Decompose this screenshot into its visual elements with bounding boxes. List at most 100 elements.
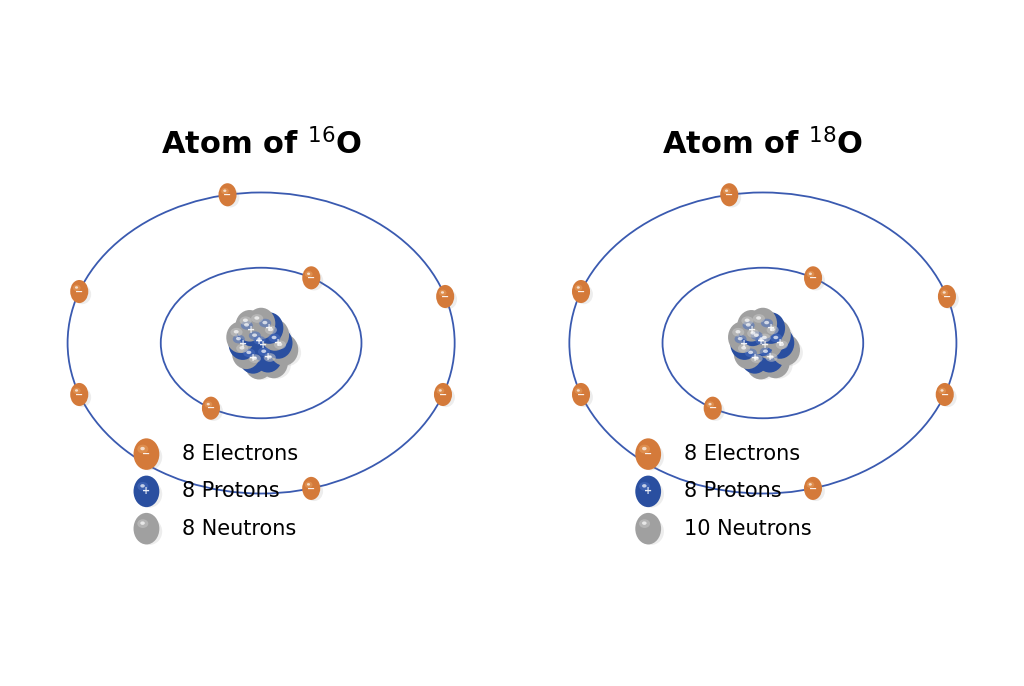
Ellipse shape xyxy=(226,322,255,353)
Text: −: − xyxy=(644,449,652,459)
Ellipse shape xyxy=(75,286,78,289)
Ellipse shape xyxy=(642,484,646,488)
Ellipse shape xyxy=(766,327,795,359)
Ellipse shape xyxy=(744,348,757,357)
Ellipse shape xyxy=(574,285,593,304)
Ellipse shape xyxy=(307,483,310,486)
Ellipse shape xyxy=(439,289,446,296)
Ellipse shape xyxy=(267,355,272,359)
Text: −: − xyxy=(207,403,215,413)
Ellipse shape xyxy=(577,389,580,392)
Ellipse shape xyxy=(809,483,812,486)
Text: −: − xyxy=(577,390,585,399)
Ellipse shape xyxy=(809,272,812,275)
Ellipse shape xyxy=(749,308,777,340)
Ellipse shape xyxy=(804,477,822,500)
Text: +: + xyxy=(255,335,263,346)
Text: 8 Protons: 8 Protons xyxy=(684,482,781,501)
Ellipse shape xyxy=(305,271,312,277)
Text: −: − xyxy=(307,273,315,283)
Ellipse shape xyxy=(770,333,782,342)
Ellipse shape xyxy=(434,383,452,406)
Ellipse shape xyxy=(639,445,650,453)
Ellipse shape xyxy=(243,318,248,322)
Ellipse shape xyxy=(756,316,761,320)
Ellipse shape xyxy=(776,340,787,349)
Ellipse shape xyxy=(746,325,775,357)
Text: −: − xyxy=(941,390,949,399)
Ellipse shape xyxy=(71,383,88,406)
Ellipse shape xyxy=(764,352,793,379)
Ellipse shape xyxy=(218,183,237,206)
Ellipse shape xyxy=(773,335,778,339)
Ellipse shape xyxy=(439,289,457,309)
Text: +: + xyxy=(751,353,759,363)
Ellipse shape xyxy=(725,189,728,192)
Ellipse shape xyxy=(940,389,943,392)
Ellipse shape xyxy=(746,348,775,379)
Text: +: + xyxy=(761,340,769,351)
Text: 8 Neutrons: 8 Neutrons xyxy=(182,519,297,539)
Ellipse shape xyxy=(249,354,261,363)
Ellipse shape xyxy=(707,401,714,407)
Ellipse shape xyxy=(207,403,210,405)
Ellipse shape xyxy=(264,353,275,362)
Ellipse shape xyxy=(73,388,81,394)
Ellipse shape xyxy=(574,285,583,291)
Ellipse shape xyxy=(271,335,276,339)
Ellipse shape xyxy=(259,319,271,327)
Text: +: + xyxy=(644,486,652,497)
Ellipse shape xyxy=(760,347,772,356)
Ellipse shape xyxy=(939,388,956,407)
Ellipse shape xyxy=(239,316,266,342)
Text: +: + xyxy=(247,325,255,335)
Ellipse shape xyxy=(574,388,593,407)
Ellipse shape xyxy=(767,326,778,334)
Ellipse shape xyxy=(736,343,765,370)
Ellipse shape xyxy=(202,397,220,420)
Ellipse shape xyxy=(742,321,755,330)
Ellipse shape xyxy=(248,330,275,357)
Ellipse shape xyxy=(709,403,712,405)
Ellipse shape xyxy=(741,316,754,325)
Ellipse shape xyxy=(264,327,293,359)
Ellipse shape xyxy=(137,482,148,490)
Ellipse shape xyxy=(735,330,740,333)
Text: −: − xyxy=(75,390,83,399)
Ellipse shape xyxy=(240,316,252,325)
Ellipse shape xyxy=(745,328,774,355)
Ellipse shape xyxy=(265,326,276,334)
Ellipse shape xyxy=(748,329,759,338)
Ellipse shape xyxy=(243,348,255,357)
Ellipse shape xyxy=(262,321,267,324)
Ellipse shape xyxy=(755,327,782,359)
Ellipse shape xyxy=(133,438,160,470)
Ellipse shape xyxy=(807,271,814,277)
Ellipse shape xyxy=(133,513,160,545)
Ellipse shape xyxy=(71,280,88,303)
Ellipse shape xyxy=(229,327,258,353)
Text: −: − xyxy=(725,190,733,200)
Ellipse shape xyxy=(307,272,310,275)
Ellipse shape xyxy=(938,388,946,394)
Ellipse shape xyxy=(766,353,777,362)
Ellipse shape xyxy=(807,482,825,501)
Ellipse shape xyxy=(221,188,240,207)
Ellipse shape xyxy=(774,340,803,366)
Ellipse shape xyxy=(765,324,794,351)
Ellipse shape xyxy=(140,521,144,525)
Ellipse shape xyxy=(807,482,814,488)
Ellipse shape xyxy=(436,388,444,394)
Ellipse shape xyxy=(262,352,291,379)
Ellipse shape xyxy=(261,349,266,353)
Ellipse shape xyxy=(305,482,324,501)
Ellipse shape xyxy=(278,342,283,346)
Ellipse shape xyxy=(258,347,270,356)
Ellipse shape xyxy=(741,346,746,350)
Ellipse shape xyxy=(733,333,762,360)
Text: Atom of $^{16}$O: Atom of $^{16}$O xyxy=(161,128,361,161)
Ellipse shape xyxy=(205,401,212,407)
Text: +: + xyxy=(766,352,774,362)
Text: +: + xyxy=(740,339,749,349)
Ellipse shape xyxy=(638,481,664,508)
